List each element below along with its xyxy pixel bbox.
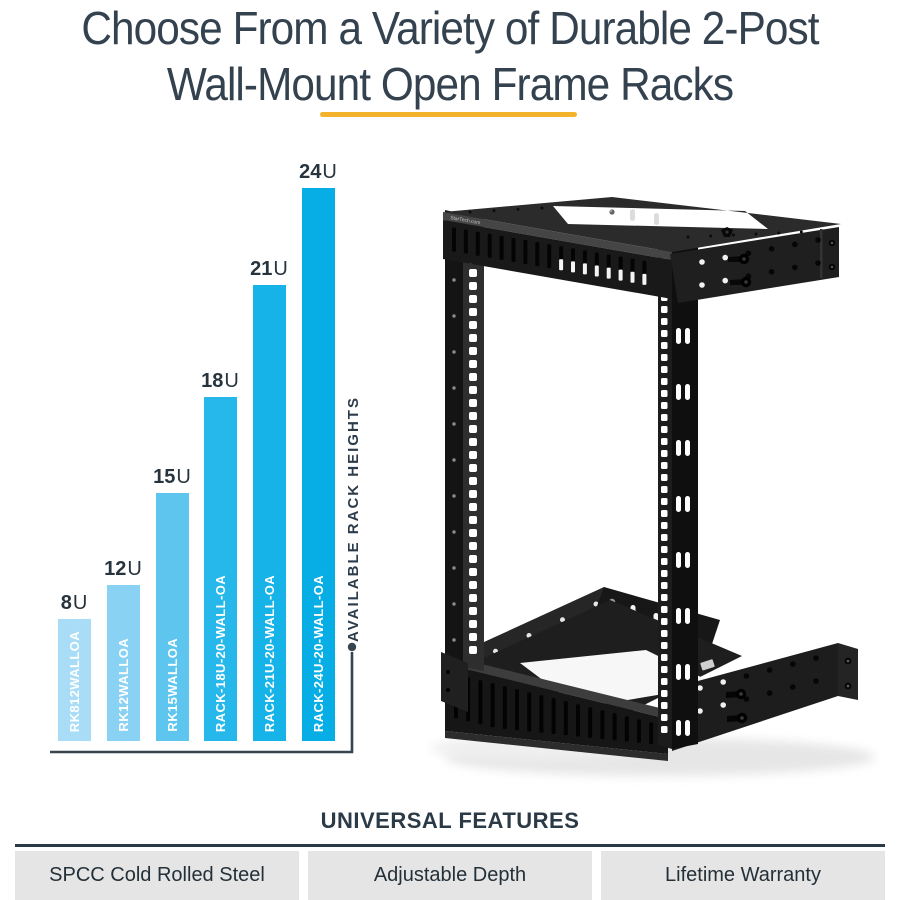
bar-value-label: 15U	[153, 466, 191, 488]
bar-value-label: 18U	[201, 370, 239, 392]
bar-value-label: 24U	[299, 161, 337, 183]
universal-features: UNIVERSAL FEATURES SPCC Cold Rolled Stee…	[0, 808, 900, 900]
product-photo-rack: StarTech.com	[420, 170, 900, 810]
bar-24U: RACK-24U-20-WALL-OA	[302, 188, 335, 741]
feature-cell-material: SPCC Cold Rolled Steel	[15, 851, 299, 900]
rack-product-illustration: StarTech.com	[430, 197, 875, 776]
bar-model-label: RK15WALLOA	[165, 638, 180, 732]
bar-21U: RACK-21U-20-WALL-OA	[253, 285, 286, 741]
chart-axis-label: AVAILABLE RACK HEIGHTS	[345, 396, 362, 642]
header: Choose From a Variety of Durable 2-Post …	[36, 0, 864, 112]
bar-model-label: RK812WALLOA	[67, 630, 82, 732]
bar-8U: RK812WALLOA	[58, 619, 91, 741]
title-underline-accent	[320, 112, 577, 117]
startech-logo: StarTech.com	[450, 215, 481, 226]
features-table: SPCC Cold Rolled Steel Adjustable Depth …	[15, 851, 885, 900]
features-divider	[15, 844, 885, 847]
bar-model-label: RK12WALLOA	[116, 638, 131, 732]
bar-model-label: RACK-21U-20-WALL-OA	[262, 574, 277, 732]
feature-cell-warranty: Lifetime Warranty	[601, 851, 885, 900]
bar-value-label: 12U	[104, 558, 142, 580]
bar-value-label: 21U	[250, 258, 288, 280]
feature-cell-depth: Adjustable Depth	[308, 851, 592, 900]
page-title-line-1: Choose From a Variety of Durable 2-Post	[81, 2, 819, 54]
bar-15U: RK15WALLOA	[156, 493, 189, 741]
bar-value-label: 8U	[60, 592, 88, 614]
bar-model-label: RACK-18U-20-WALL-OA	[213, 574, 228, 732]
bar-18U: RACK-18U-20-WALL-OA	[204, 397, 237, 741]
page-title-line-2: Wall-Mount Open Frame Racks	[166, 58, 734, 110]
rack-top-frame: StarTech.com	[443, 197, 841, 303]
bar-12U: RK12WALLOA	[107, 585, 140, 741]
features-heading: UNIVERSAL FEATURES	[320, 808, 580, 833]
bar-model-label: RACK-24U-20-WALL-OA	[311, 574, 326, 732]
rack-bottom-tray	[445, 587, 858, 761]
